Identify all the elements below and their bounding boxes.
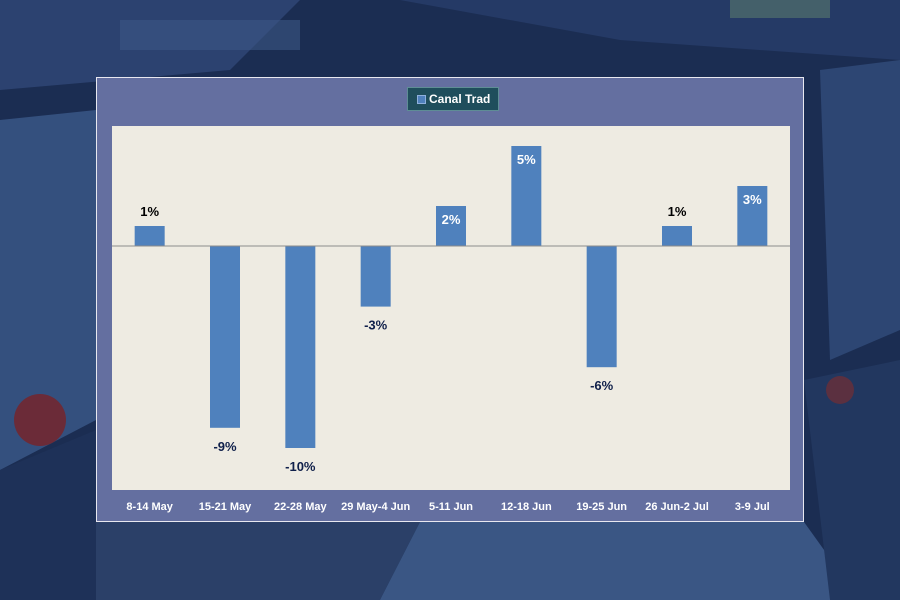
category-label: 29 May-4 Jun xyxy=(341,501,410,513)
bar-chart: 1% 8-14 May -9% 15-21 May -10% 22-28 May -3% 29… xyxy=(112,126,790,513)
data-label: -3% xyxy=(364,318,388,333)
legend[interactable]: Canal Trad xyxy=(407,87,500,111)
category-label: 15-21 May xyxy=(199,501,252,513)
category-label: 22-28 May xyxy=(274,501,327,513)
bar xyxy=(662,226,692,246)
chart-frame: Canal Trad 1% 8-14 May -9% 15-21 May -10% 22-… xyxy=(96,77,804,522)
bar xyxy=(360,246,391,307)
data-label: 1% xyxy=(140,204,159,219)
bar xyxy=(737,186,768,246)
bar xyxy=(285,246,316,448)
bar xyxy=(511,146,542,246)
bar xyxy=(436,206,466,246)
data-label: 2% xyxy=(442,212,461,227)
data-label: -6% xyxy=(590,378,614,393)
data-label: 3% xyxy=(743,192,762,207)
category-label: 3-9 Jul xyxy=(735,501,770,513)
bar xyxy=(134,226,165,246)
category-label: 26 Jun-2 Jul xyxy=(645,501,709,513)
legend-label: Canal Trad xyxy=(429,92,491,106)
bar xyxy=(210,246,240,428)
legend-swatch-icon xyxy=(417,94,426,104)
data-label: -9% xyxy=(213,439,237,454)
category-label: 5-11 Jun xyxy=(429,501,473,513)
data-label: 5% xyxy=(517,152,536,167)
category-label: 19-25 Jun xyxy=(576,501,627,513)
category-label: 12-18 Jun xyxy=(501,501,552,513)
bar xyxy=(586,246,617,368)
data-label: 1% xyxy=(668,204,687,219)
data-label: -10% xyxy=(285,459,316,474)
category-label: 8-14 May xyxy=(126,501,173,513)
